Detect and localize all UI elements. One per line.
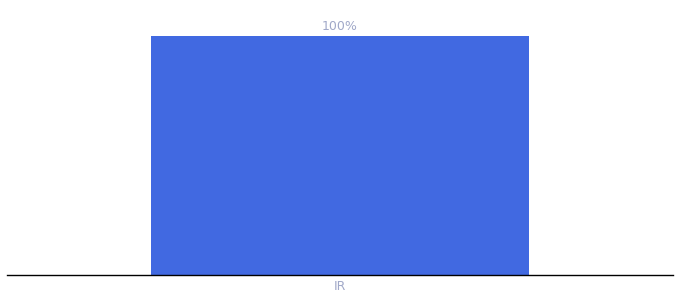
Text: 100%: 100% (322, 20, 358, 33)
Bar (151, 36, 529, 275)
